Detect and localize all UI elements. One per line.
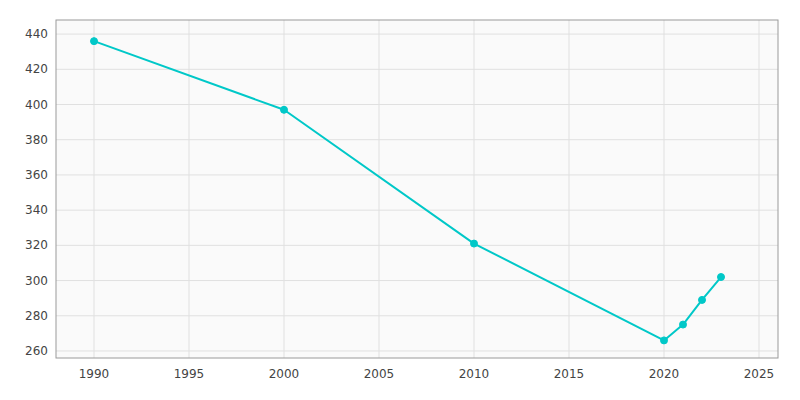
y-tick-label: 340: [25, 203, 48, 217]
y-tick-label: 400: [25, 98, 48, 112]
y-grid-line: [56, 104, 778, 105]
chart-container: 1990 1995 2000 2005 2010 2015 2020 2025 260 280 30…: [0, 0, 800, 400]
x-tick-label: 2000: [269, 367, 300, 381]
chart: 1990 1995 2000 2005 2010 2015 2020 2025 260 280 30…: [0, 0, 800, 400]
y-grid-line: [56, 174, 778, 175]
y-tick-label: 440: [25, 27, 48, 41]
y-tick-label: 360: [25, 168, 48, 182]
y-tick-label: 420: [25, 62, 48, 76]
point: [661, 337, 668, 344]
y-grid-line: [56, 210, 778, 211]
x-grid-line: [664, 20, 665, 358]
x-grid-line: [379, 20, 380, 358]
x-tick-label: 2025: [744, 367, 775, 381]
x-tick-label: 1995: [174, 367, 205, 381]
point: [718, 274, 725, 281]
y-tick-label: 320: [25, 238, 48, 252]
y-grid-line: [56, 350, 778, 351]
plot-background: [56, 20, 778, 358]
y-grid-line: [56, 280, 778, 281]
x-tick-label: 2005: [364, 367, 395, 381]
y-grid-line: [56, 139, 778, 140]
x-grid-line: [569, 20, 570, 358]
y-grid-line: [56, 245, 778, 246]
x-tick-label: 2015: [554, 367, 585, 381]
y-tick-label: 300: [25, 274, 48, 288]
x-grid-line: [94, 20, 95, 358]
x-tick-label: 2020: [649, 367, 680, 381]
axes: 1990 1995 2000 2005 2010 2015 2020 2025 260 280 30…: [25, 27, 774, 381]
x-grid-line: [759, 20, 760, 358]
x-tick-label: 2010: [459, 367, 490, 381]
y-tick-label: 380: [25, 133, 48, 147]
y-tick-label: 260: [25, 344, 48, 358]
x-grid-line: [474, 20, 475, 358]
y-grid-line: [56, 34, 778, 35]
line: [94, 41, 721, 340]
point: [680, 321, 687, 328]
x-tick-label: 1990: [79, 367, 110, 381]
y-grid-line: [56, 315, 778, 316]
point: [699, 296, 706, 303]
grid: [56, 20, 778, 358]
y-tick-label: 280: [25, 309, 48, 323]
x-grid-line: [284, 20, 285, 358]
series: [91, 38, 725, 344]
point: [281, 106, 288, 113]
x-grid-line: [189, 20, 190, 358]
point: [471, 240, 478, 247]
point: [91, 38, 98, 45]
y-grid-line: [56, 69, 778, 70]
plot-frame: [56, 20, 778, 358]
